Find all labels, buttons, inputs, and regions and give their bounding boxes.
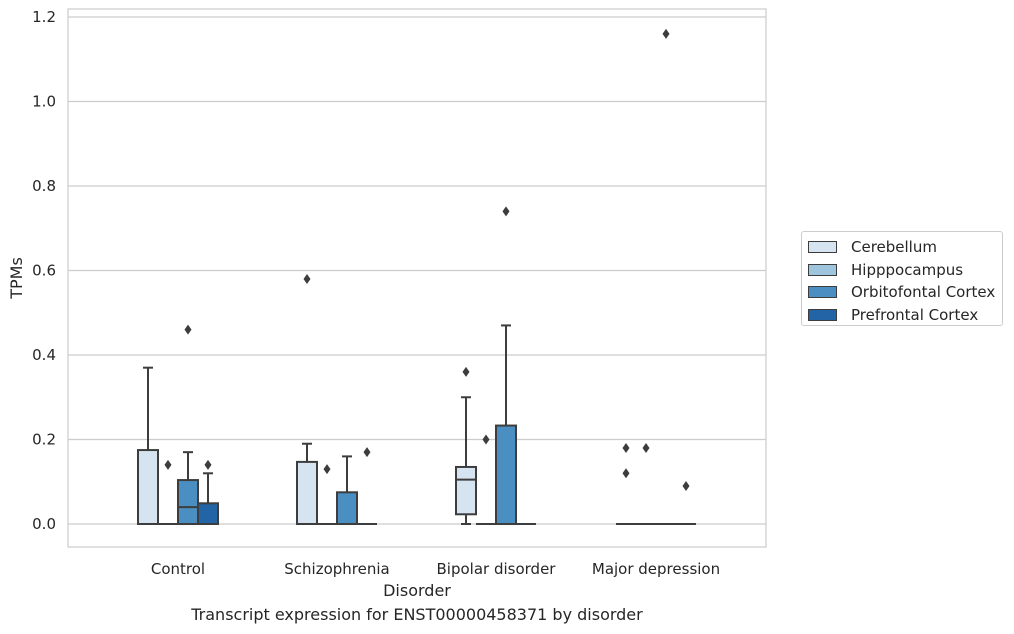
y-axis-label: TPMs — [7, 257, 26, 300]
box-2-2 — [495, 206, 517, 525]
y-tick-label: 0.0 — [32, 515, 56, 533]
x-axis-label: Disorder — [383, 581, 451, 600]
outlier-point — [642, 442, 650, 453]
box-0-3 — [616, 442, 636, 525]
box-rect — [197, 502, 219, 525]
outlier-point — [622, 442, 630, 453]
box-2-3 — [656, 28, 676, 525]
outlier-point — [363, 447, 371, 458]
box-rect — [137, 449, 159, 525]
legend-label: Cerebellum — [851, 238, 937, 257]
legend-swatch — [808, 286, 837, 299]
x-tick-label: Major depression — [592, 560, 720, 578]
legend-swatch — [808, 308, 837, 321]
outlier-point — [323, 464, 331, 475]
box-3-0 — [197, 459, 219, 525]
outlier-point — [184, 324, 192, 335]
legend-item: Orbitofontal Cortex — [808, 281, 1002, 304]
x-tick-labels: Control Schizophrenia Bipolar disorder Majo… — [151, 560, 720, 578]
plot-area — [67, 8, 767, 548]
y-tick-label: 1.0 — [32, 93, 56, 111]
box-2-0 — [177, 324, 199, 525]
legend-swatch — [808, 263, 837, 276]
box-rect — [495, 424, 517, 525]
y-tick-label: 0.8 — [32, 177, 56, 195]
outlier-point — [164, 459, 172, 470]
x-tick-label: Bipolar disorder — [437, 560, 557, 578]
y-tick-labels: 0.0 0.2 0.4 0.6 0.8 1.0 1.2 — [32, 8, 56, 533]
boxes-layer — [137, 28, 696, 525]
outlier-point — [462, 366, 470, 377]
legend-item: Hipppocampus — [808, 259, 1002, 282]
outlier-point — [204, 459, 212, 470]
legend-swatch — [808, 241, 837, 254]
legend: Cerebellum Hipppocampus Orbitofontal Corte… — [801, 231, 1003, 326]
outlier-point — [482, 434, 490, 445]
outlier-point — [622, 468, 630, 479]
box-rect — [296, 460, 318, 525]
box-rect — [336, 491, 358, 525]
y-tick-label: 0.4 — [32, 346, 56, 364]
box-2-1 — [336, 455, 358, 525]
y-tick-label: 0.2 — [32, 431, 56, 449]
box-1-2 — [476, 434, 496, 525]
y-tick-label: 0.6 — [32, 262, 56, 280]
box-3-3 — [676, 480, 696, 525]
box-3-1 — [357, 447, 377, 525]
legend-item: Cerebellum — [808, 236, 1002, 259]
y-tick-label: 1.2 — [32, 8, 56, 26]
box-0-0 — [137, 366, 159, 525]
box-1-3 — [636, 442, 656, 525]
outlier-point — [303, 273, 311, 284]
box-rect — [177, 479, 199, 525]
box-1-1 — [317, 464, 337, 525]
legend-label: Prefrontal Cortex — [851, 305, 979, 324]
box-0-2 — [455, 366, 477, 525]
outlier-point — [502, 206, 510, 217]
x-tick-label: Control — [151, 560, 205, 578]
box-rect — [455, 465, 477, 516]
figure-caption: Transcript expression for ENST0000045837… — [191, 605, 643, 624]
box-0-1 — [296, 273, 318, 525]
legend-label: Orbitofontal Cortex — [851, 283, 996, 302]
outlier-point — [682, 480, 690, 491]
legend-label: Hipppocampus — [851, 260, 964, 279]
x-tick-label: Schizophrenia — [284, 560, 389, 578]
outlier-point — [662, 28, 670, 39]
box-1-0 — [158, 459, 178, 525]
legend-item: Prefrontal Cortex — [808, 304, 1002, 327]
